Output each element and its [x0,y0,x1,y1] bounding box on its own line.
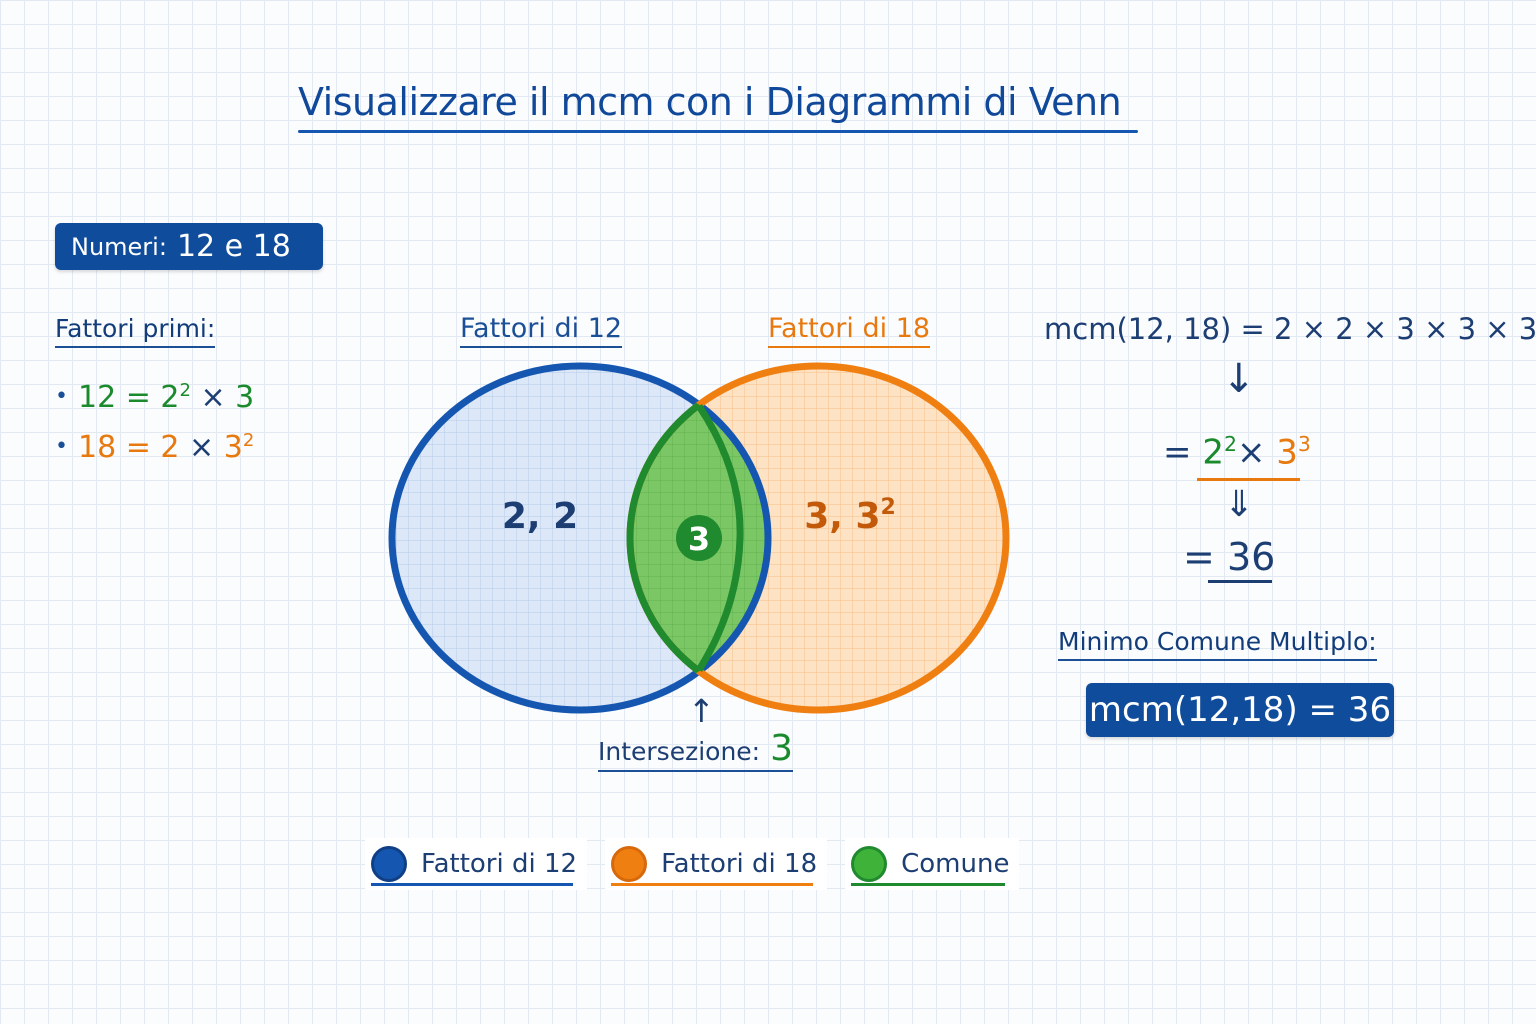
prime-factors-heading: Fattori primi: [55,314,216,348]
venn-heading-12: Fattori di 12 [460,313,623,348]
numbers-label: Numeri: [71,232,167,261]
intersection-label: Intersezione: 3 [598,728,794,772]
prime-line-12: • 12 = 22 × 3 [55,380,255,415]
green-dot-icon [851,846,888,882]
legend-item-common: Comune [845,838,1020,890]
lcm-value-line: = 36 [1183,535,1276,579]
venn-heading-18: Fattori di 18 [768,313,931,348]
bullet-icon: • [55,434,68,459]
numbers-badge: Numeri: 12 e 18 [55,223,323,270]
intersection-value: 3 [688,520,710,558]
circle-outline-12 [388,362,772,714]
lcm-power-form: = 22× 33 [1163,432,1311,473]
power-form-underline [1197,478,1300,481]
left-only-factors: 2, 2 [502,496,578,537]
numbers-value: 12 e 18 [176,229,291,264]
legend: Fattori di 12 Fattori di 18 Comune [365,838,1037,890]
intersection-outline [626,366,768,710]
intersection-badge [676,515,722,561]
orange-dot-icon [611,846,648,882]
lcm-result-badge: mcm(12,18) = 36 [1086,683,1394,737]
down-arrow-icon: ↓ [1222,356,1256,402]
value-underline [1208,580,1272,583]
lcm-expansion: mcm(12, 18) = 2 × 2 × 3 × 3 × 32 [1044,312,1536,346]
prime-line-18: • 18 = 2 × 32 [55,430,255,465]
intersection-outline-right [696,404,744,672]
double-down-arrow-icon: ⇓ [1224,484,1255,525]
lcm-heading: Minimo Comune Multiplo: [1058,627,1377,661]
up-arrow-icon: ↑ [688,692,715,730]
right-only-factors: 3, 32 [804,495,896,537]
legend-item-12: Fattori di 12 [365,838,588,890]
title-underline [298,130,1138,133]
legend-item-18: Fattori di 18 [605,838,828,890]
page-title: Visualizzare il mcm con i Diagrammi di V… [298,80,1122,124]
blue-dot-icon [371,846,407,882]
bullet-icon: • [55,384,68,409]
